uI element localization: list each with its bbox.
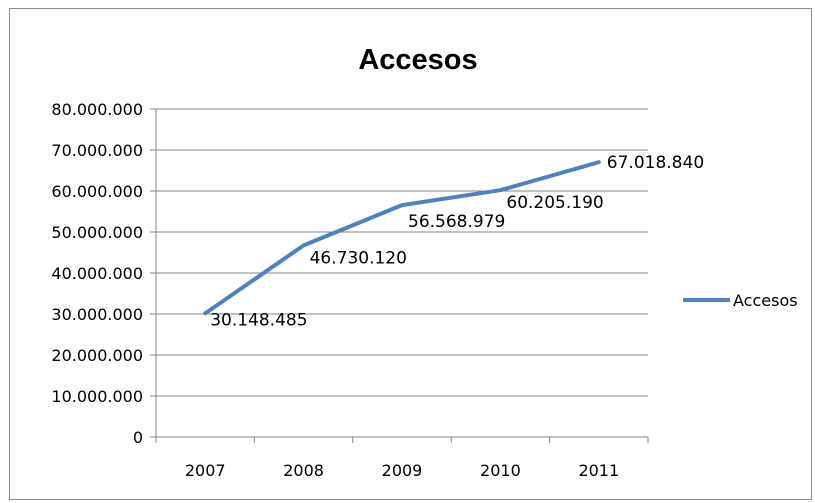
series-group <box>203 160 601 316</box>
y-tick-labels: 0 10.000.000 20.000.000 30.000.000 40.000.00… <box>51 100 143 447</box>
y-tick-label: 20.000.000 <box>51 346 143 365</box>
y-tick-label: 40.000.000 <box>51 264 143 283</box>
y-tick-label: 70.000.000 <box>51 141 143 160</box>
data-label: 46.730.120 <box>310 248 407 268</box>
x-tick-label: 2009 <box>382 461 423 480</box>
data-label: 60.205.190 <box>506 193 603 213</box>
x-tick-label: 2007 <box>185 461 226 480</box>
y-tick-label: 30.000.000 <box>51 305 143 324</box>
y-tick-label: 50.000.000 <box>51 223 143 242</box>
data-label: 56.568.979 <box>408 212 505 232</box>
y-tick-label: 0 <box>133 428 143 447</box>
data-labels: 30.148.485 46.730.12056.568.97960.205.190… <box>210 153 704 330</box>
x-tick-label: 2011 <box>578 461 619 480</box>
x-tick-label: 2008 <box>283 461 324 480</box>
y-tick-label: 10.000.000 <box>51 387 143 406</box>
gridlines <box>156 108 648 397</box>
axes <box>150 108 649 443</box>
y-tick-label: 80.000.000 <box>51 100 143 119</box>
legend: Accesos <box>683 291 798 310</box>
chart-frame <box>9 8 812 500</box>
data-label: 67.018.840 <box>607 153 704 173</box>
y-tick-label: 60.000.000 <box>51 182 143 201</box>
x-tick-labels: 2007 2008 2009 2010 2011 <box>185 461 619 480</box>
chart-title: Accesos <box>358 44 477 76</box>
series-line <box>203 160 601 316</box>
legend-label: Accesos <box>733 291 798 310</box>
x-tick-label: 2010 <box>480 461 521 480</box>
data-label: 30.148.485 <box>210 310 307 330</box>
